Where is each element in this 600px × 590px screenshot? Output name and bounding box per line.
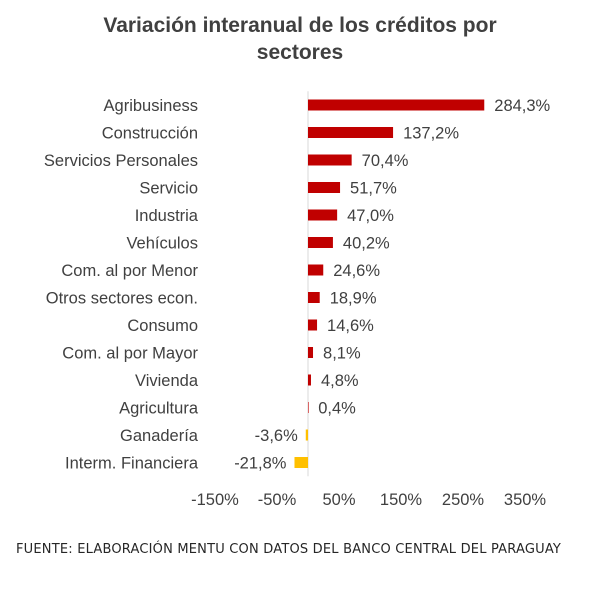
data-label: 4,8% <box>321 372 359 390</box>
category-label: Otros sectores econ. <box>46 290 198 308</box>
bar-chart: Agribusiness Construcción Servicios Person… <box>44 91 551 509</box>
category-label: Industria <box>135 207 199 225</box>
bar-3 <box>308 154 352 166</box>
data-label: 70,4% <box>362 152 409 170</box>
bar-7 <box>308 264 324 276</box>
bar-2 <box>308 127 394 138</box>
x-axis-tick-labels: -150% -50% 50% 150% 250% 350% <box>191 491 546 509</box>
chart-title: Variación interanual de los créditos por… <box>0 12 600 66</box>
category-label: Consumo <box>127 317 198 335</box>
bar-9 <box>308 319 318 331</box>
category-label: Interm. Financiera <box>65 455 199 473</box>
data-labels: 284,3% 137,2% 70,4% 51,7% 47,0% 40,2% 24,6% 18,… <box>234 97 550 473</box>
category-label: Servicio <box>139 180 198 198</box>
data-label: 40,2% <box>343 235 390 253</box>
x-tick-label: 350% <box>504 491 547 509</box>
category-label: Vehículos <box>126 235 198 253</box>
bar-12 <box>308 402 309 413</box>
bar-13 <box>305 429 308 441</box>
data-label: -3,6% <box>255 427 298 445</box>
category-label: Construcción <box>102 125 198 143</box>
x-tick-label: 150% <box>380 491 423 509</box>
category-label: Servicios Personales <box>44 152 198 170</box>
bar-10 <box>308 347 314 358</box>
category-label: Vivienda <box>135 372 199 390</box>
bar-11 <box>308 374 311 386</box>
category-label: Agricultura <box>119 400 199 418</box>
bar-14 <box>294 457 308 468</box>
chart-title-line-2: sectores <box>256 41 344 64</box>
bars <box>294 99 485 468</box>
data-label: 0,4% <box>318 400 356 418</box>
x-tick-label: -50% <box>258 491 297 509</box>
category-label: Agribusiness <box>104 97 198 115</box>
data-label: 24,6% <box>333 262 380 280</box>
bar-5 <box>308 209 338 221</box>
data-label: 14,6% <box>327 317 374 335</box>
x-tick-label: 250% <box>442 491 485 509</box>
chart-title-line-1: Variación interanual de los créditos por <box>103 14 497 37</box>
data-label: -21,8% <box>234 455 287 473</box>
bar-1 <box>308 99 485 111</box>
data-label: 137,2% <box>403 125 459 143</box>
category-labels: Agribusiness Construcción Servicios Person… <box>44 97 199 473</box>
data-label: 47,0% <box>347 207 394 225</box>
data-label: 284,3% <box>494 97 550 115</box>
bar-4 <box>308 182 341 193</box>
data-label: 8,1% <box>323 345 361 363</box>
bar-8 <box>308 292 320 303</box>
data-label: 51,7% <box>350 180 397 198</box>
category-label: Com. al por Menor <box>61 262 198 280</box>
category-label: Com. al por Mayor <box>62 345 198 363</box>
source-note: FUENTE: ELABORACIÓN MENTU CON DATOS DEL … <box>16 542 562 557</box>
category-label: Ganadería <box>120 427 199 445</box>
data-label: 18,9% <box>330 290 377 308</box>
x-tick-label: -150% <box>191 491 239 509</box>
x-tick-label: 50% <box>322 491 355 509</box>
bar-6 <box>308 237 333 248</box>
